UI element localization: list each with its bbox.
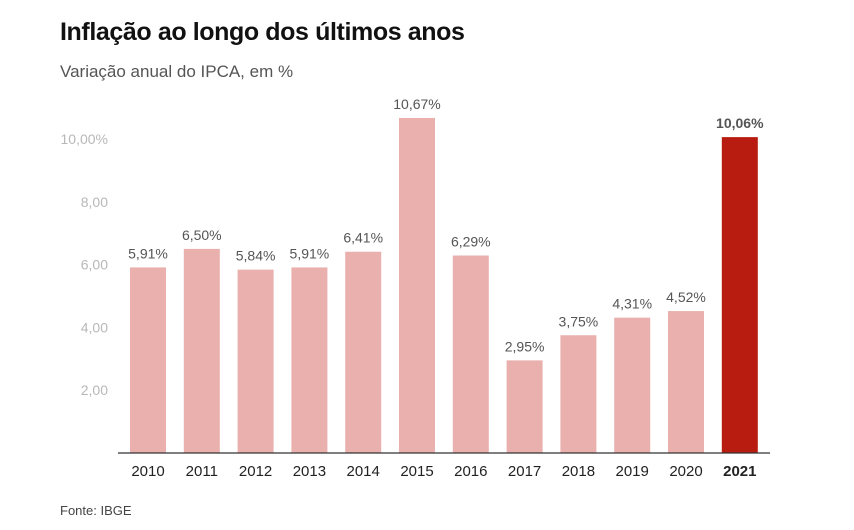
bar xyxy=(614,317,651,453)
bar xyxy=(452,255,489,453)
x-tick-label: 2015 xyxy=(400,463,433,480)
data-label: 5,91% xyxy=(128,245,168,261)
y-tick-label: 2,00 xyxy=(81,382,108,398)
bar xyxy=(183,248,220,453)
data-label: 6,41% xyxy=(343,230,383,246)
bar xyxy=(237,269,274,453)
data-label: 5,84% xyxy=(236,248,276,264)
x-tick-label: 2013 xyxy=(293,463,326,480)
x-tick-label: 2014 xyxy=(347,463,380,480)
bar xyxy=(291,267,328,453)
bar xyxy=(399,117,435,453)
source-note: Fonte: IBGE xyxy=(60,503,132,518)
x-tick-label: 2017 xyxy=(508,463,541,480)
data-label: 4,52% xyxy=(666,289,706,305)
data-label: 5,91% xyxy=(290,245,330,261)
x-tick-label: 2021 xyxy=(723,463,756,480)
y-tick-label: 10,00% xyxy=(61,131,108,147)
y-tick-label: 4,00 xyxy=(81,319,108,335)
bar xyxy=(668,311,704,453)
bar xyxy=(560,335,597,453)
data-label: 6,50% xyxy=(182,227,222,243)
data-label: 3,75% xyxy=(559,313,599,329)
x-tick-label: 2010 xyxy=(131,463,164,480)
bar-chart: 2,00 4,00 6,00 8,00 10,00% 5,91% 2010 6,50% 2011… xyxy=(61,96,770,480)
data-label: 4,31% xyxy=(612,296,652,312)
data-label: 10,06% xyxy=(716,115,764,131)
data-label: 2,95% xyxy=(505,338,545,354)
bar xyxy=(130,267,166,453)
data-label: 6,29% xyxy=(451,233,491,249)
bar xyxy=(721,137,758,453)
x-tick-label: 2016 xyxy=(454,463,487,480)
chart-subtitle: Variação anual do IPCA, em % xyxy=(60,62,294,81)
y-tick-label: 8,00 xyxy=(81,194,108,210)
chart-title: Inflação ao longo dos últimos anos xyxy=(60,18,465,46)
x-tick-label: 2011 xyxy=(186,463,218,480)
bar xyxy=(506,360,543,453)
x-tick-label: 2012 xyxy=(239,463,272,480)
x-tick-label: 2018 xyxy=(562,463,595,480)
bar xyxy=(345,251,382,453)
x-tick-label: 2020 xyxy=(669,463,702,480)
x-tick-label: 2019 xyxy=(616,463,649,480)
y-tick-label: 6,00 xyxy=(81,257,108,273)
data-label: 10,67% xyxy=(393,96,440,112)
